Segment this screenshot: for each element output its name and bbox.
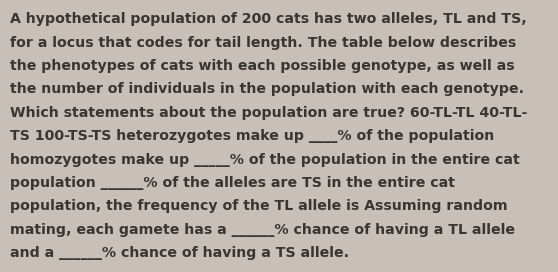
Text: mating, each gamete has a ______% chance of having a TL allele: mating, each gamete has a ______% chance… [10,223,515,237]
Text: A hypothetical population of 200 cats has two alleles, TL and TS,: A hypothetical population of 200 cats ha… [10,12,527,26]
Text: population, the frequency of the TL allele is Assuming random: population, the frequency of the TL alle… [10,199,508,213]
Text: for a locus that codes for tail length. The table below describes: for a locus that codes for tail length. … [10,36,516,50]
Text: and a ______% chance of having a TS allele.: and a ______% chance of having a TS alle… [10,246,349,260]
Text: the phenotypes of cats with each possible genotype, as well as: the phenotypes of cats with each possibl… [10,59,514,73]
Text: the number of individuals in the population with each genotype.: the number of individuals in the populat… [10,82,524,96]
Text: population ______% of the alleles are TS in the entire cat: population ______% of the alleles are TS… [10,176,455,190]
Text: homozygotes make up _____% of the population in the entire cat: homozygotes make up _____% of the popula… [10,153,520,166]
Text: TS 100-TS-TS heterozygotes make up ____% of the population: TS 100-TS-TS heterozygotes make up ____%… [10,129,494,143]
Text: Which statements about the population are true? 60-TL-TL 40-TL-: Which statements about the population ar… [10,106,527,120]
